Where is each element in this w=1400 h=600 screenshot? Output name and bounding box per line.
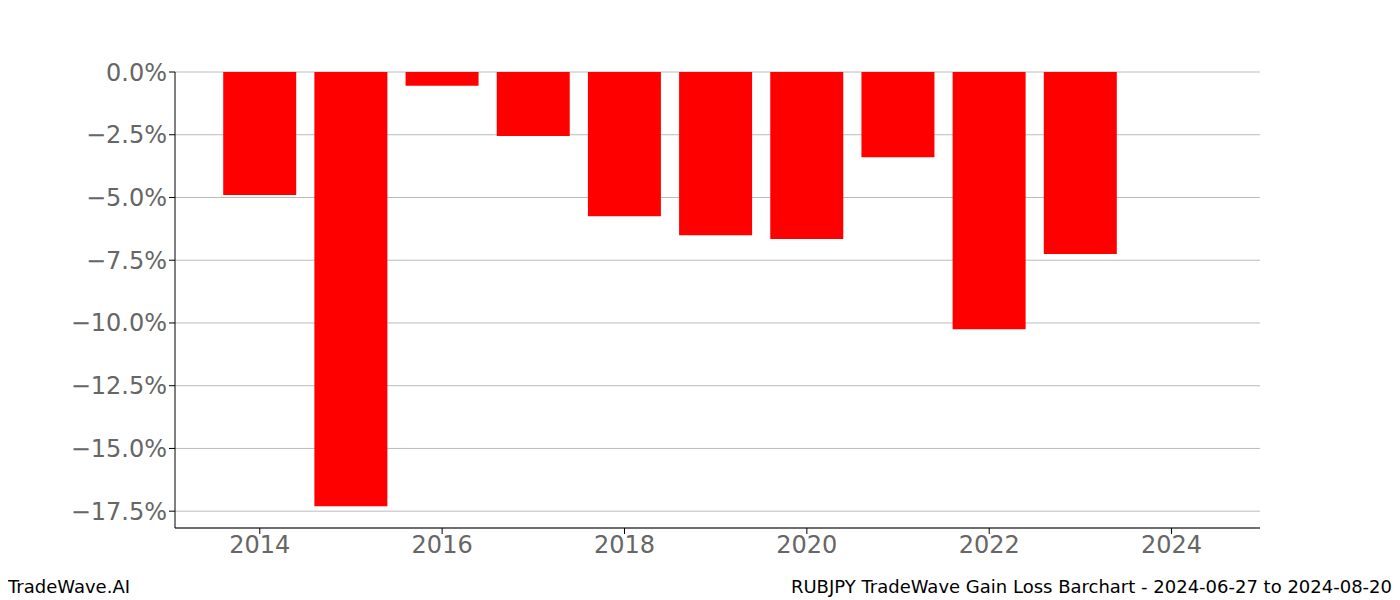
html-text:TradeWave.AI: TradeWave.AI [8,576,130,597]
svg-text:−2.5%: −2.5% [86,121,167,149]
svg-text:2018: 2018 [594,531,655,559]
svg-text:2014: 2014 [229,531,290,559]
svg-text:−7.5%: −7.5% [86,247,167,275]
html-text:RUBJPY TradeWave Gain Loss Bar: RUBJPY TradeWave Gain Loss Barchart - 20… [790,576,1392,597]
svg-text:−10.0%: −10.0% [71,309,167,337]
svg-text:2024: 2024 [1141,531,1202,559]
svg-text:0.0%: 0.0% [106,59,167,87]
svg-text:−5.0%: −5.0% [86,184,167,212]
svg-text:2020: 2020 [776,531,837,559]
svg-text:−12.5%: −12.5% [71,372,167,400]
svg-text:−15.0%: −15.0% [71,435,167,463]
svg-text:2016: 2016 [412,531,473,559]
svg-text:−17.5%: −17.5% [71,498,167,526]
svg-text:2022: 2022 [959,531,1020,559]
